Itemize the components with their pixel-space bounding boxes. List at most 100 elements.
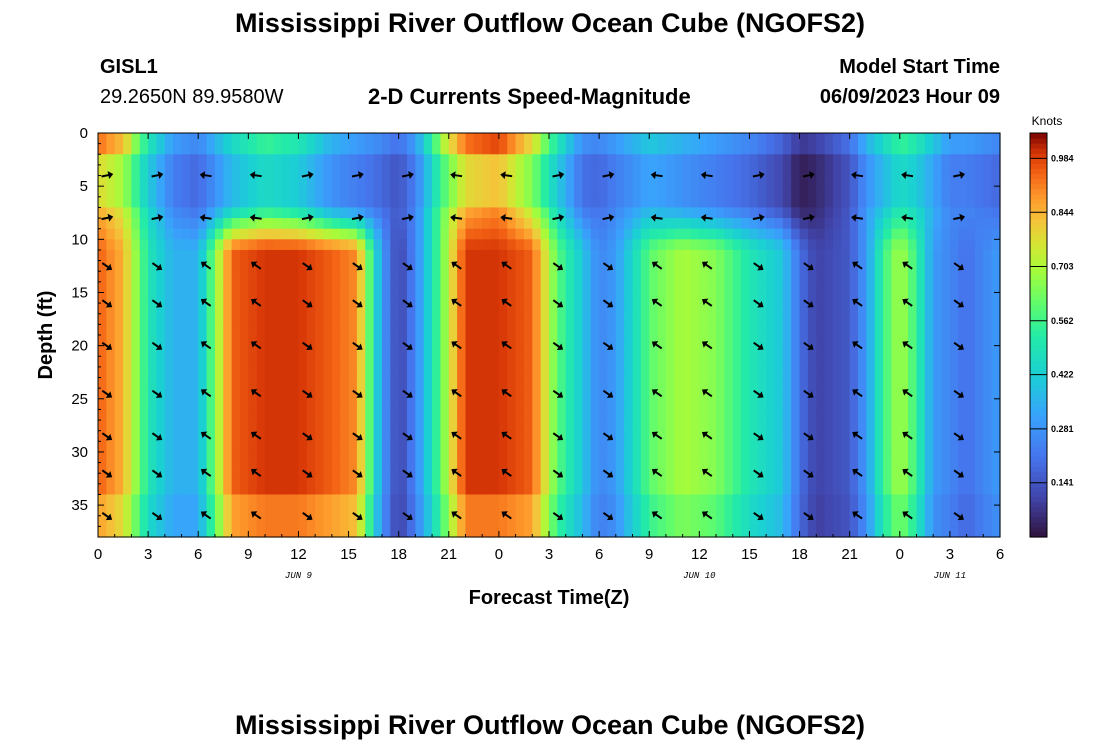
heatmap-cell xyxy=(724,260,734,272)
heatmap-cell xyxy=(983,154,993,166)
heatmap-cell xyxy=(423,409,433,421)
heatmap-cell xyxy=(807,462,817,474)
heatmap-cell xyxy=(615,345,625,357)
heatmap-cell xyxy=(716,154,725,166)
heatmap-cell xyxy=(891,398,901,411)
heatmap-cell xyxy=(381,249,391,262)
heatmap-cell xyxy=(924,366,934,379)
heatmap-cell xyxy=(774,420,784,432)
heatmap-cell xyxy=(473,154,483,166)
heatmap-cell xyxy=(757,494,767,506)
heatmap-cell xyxy=(874,175,884,187)
heatmap-cell xyxy=(858,271,867,283)
heatmap-cell xyxy=(832,505,842,517)
heatmap-cell xyxy=(832,196,842,209)
heatmap-cell xyxy=(432,271,442,283)
heatmap-cell xyxy=(415,335,425,347)
heatmap-cell xyxy=(849,409,859,421)
heatmap-cell xyxy=(315,430,325,442)
heatmap-cell xyxy=(899,505,909,517)
heatmap-cell xyxy=(381,143,391,155)
heatmap-cell xyxy=(315,505,325,517)
heatmap-cell xyxy=(98,324,107,336)
heatmap-cell xyxy=(832,239,842,251)
heatmap-cell xyxy=(682,281,692,294)
heatmap-cell xyxy=(749,175,759,187)
heatmap-cell xyxy=(607,164,617,177)
heatmap-cell xyxy=(791,335,801,347)
heatmap-cell xyxy=(256,505,266,517)
heatmap-cell xyxy=(148,143,158,155)
heatmap-cell xyxy=(214,345,224,357)
heatmap-cell xyxy=(465,292,475,304)
heatmap-cell xyxy=(340,462,350,474)
heatmap-cell xyxy=(465,430,475,442)
heatmap-cell xyxy=(231,196,241,209)
heatmap-cell xyxy=(164,218,174,230)
heatmap-cell xyxy=(156,420,166,432)
heatmap-cell xyxy=(156,366,166,379)
heatmap-cell xyxy=(565,441,575,453)
colorbar-segment xyxy=(1030,390,1047,397)
heatmap-cell xyxy=(665,494,675,506)
heatmap-cell xyxy=(774,335,784,347)
heatmap-cell xyxy=(615,409,625,421)
heatmap-cell xyxy=(432,196,442,209)
heatmap-cell xyxy=(482,473,492,485)
heatmap-cell xyxy=(315,218,325,230)
heatmap-cell xyxy=(674,494,684,506)
station-id: GISL1 xyxy=(100,56,158,78)
heatmap-cell xyxy=(473,505,483,517)
heatmap-cell xyxy=(290,420,300,432)
heatmap-cell xyxy=(816,154,826,166)
heatmap-cell xyxy=(515,196,525,209)
heatmap-cell xyxy=(407,451,416,464)
heatmap-cell xyxy=(782,409,792,421)
heatmap-cell xyxy=(807,345,817,357)
heatmap-cell xyxy=(515,175,525,187)
heatmap-cell xyxy=(356,451,366,464)
heatmap-cell xyxy=(482,228,492,240)
heatmap-cell xyxy=(206,239,216,251)
heatmap-cell xyxy=(682,494,692,506)
heatmap-cell xyxy=(858,154,867,166)
heatmap-cell xyxy=(164,249,174,262)
heatmap-cell xyxy=(615,388,625,400)
heatmap-cell xyxy=(515,335,525,347)
current-arrow xyxy=(402,262,413,271)
heatmap-cell xyxy=(741,196,751,209)
heatmap-cell xyxy=(916,420,926,432)
heatmap-cell xyxy=(131,505,141,517)
heatmap-cell xyxy=(231,218,241,230)
heatmap-cell xyxy=(164,356,174,368)
heatmap-cell xyxy=(966,345,976,357)
heatmap-cell xyxy=(674,462,684,474)
heatmap-cell xyxy=(565,505,575,517)
heatmap-cell xyxy=(866,483,876,496)
heatmap-cell xyxy=(498,271,508,283)
heatmap-cell xyxy=(657,133,667,145)
heatmap-cell xyxy=(206,366,216,379)
heatmap-cell xyxy=(231,505,241,517)
heatmap-cell xyxy=(916,164,926,177)
heatmap-cell xyxy=(315,345,325,357)
heatmap-cell xyxy=(657,515,667,527)
heatmap-cell xyxy=(148,451,158,464)
current-arrow xyxy=(953,262,964,271)
heatmap-cell xyxy=(974,515,984,527)
current-arrow xyxy=(602,299,614,308)
heatmap-cell xyxy=(690,356,700,368)
heatmap-cell xyxy=(599,420,609,432)
heatmap-cell xyxy=(440,377,450,389)
heatmap-cell xyxy=(690,451,700,464)
heatmap-cell xyxy=(482,377,492,389)
heatmap-cell xyxy=(749,420,759,432)
heatmap-cell xyxy=(782,281,792,294)
heatmap-cell xyxy=(482,186,492,198)
heatmap-cell xyxy=(599,473,609,485)
heatmap-cell xyxy=(824,175,834,187)
heatmap-cell xyxy=(223,281,233,294)
heatmap-cell xyxy=(173,420,183,432)
heatmap-cell xyxy=(690,462,700,474)
heatmap-cell xyxy=(665,420,675,432)
